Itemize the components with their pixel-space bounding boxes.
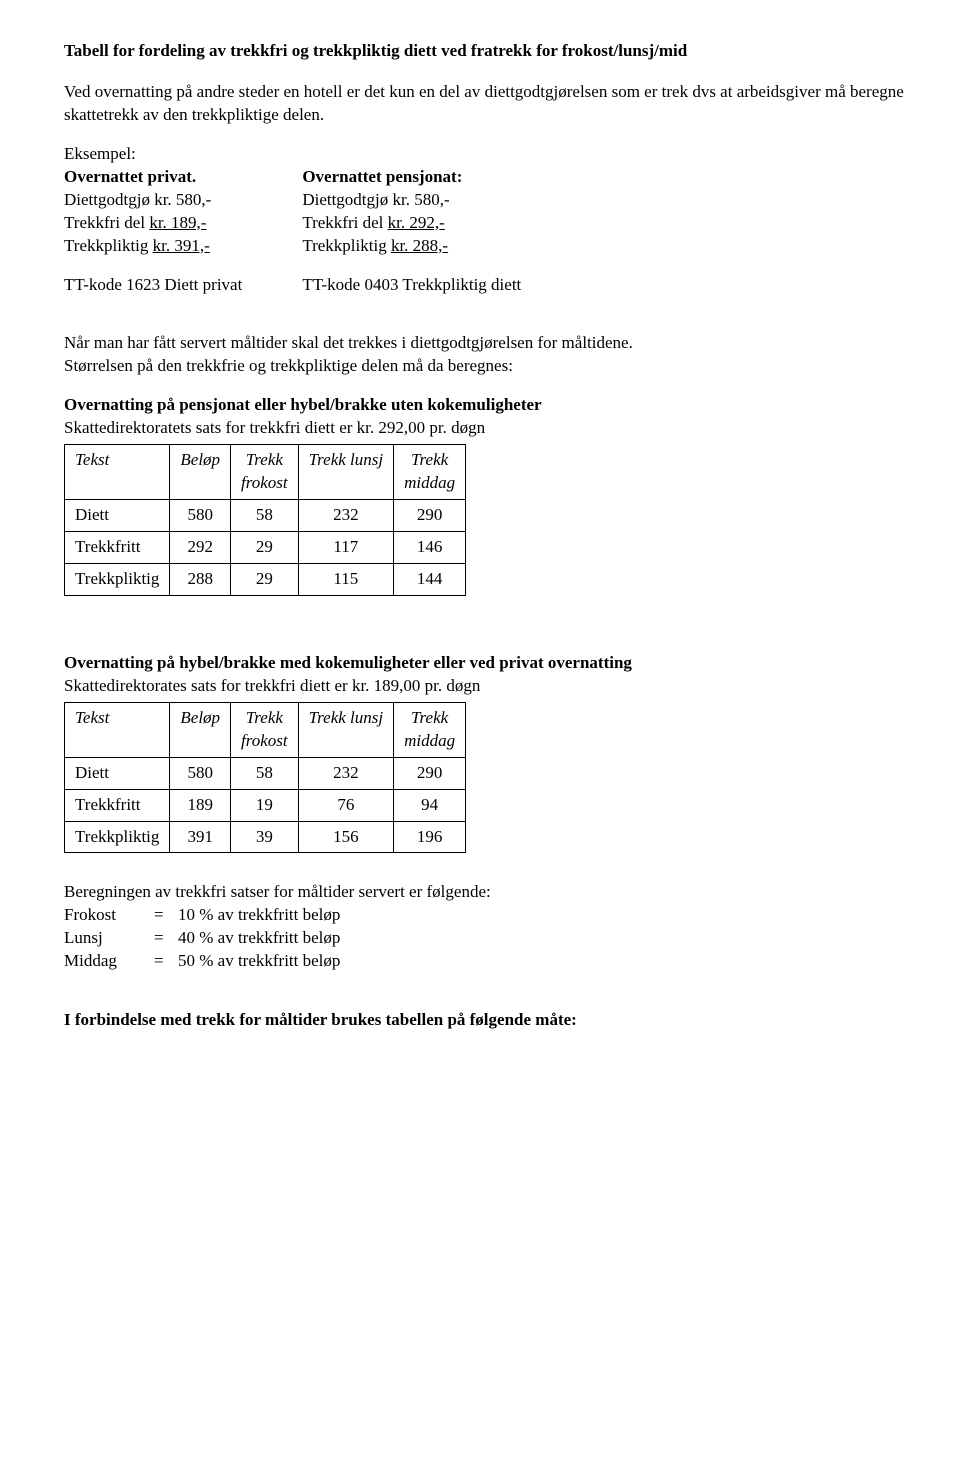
example-col-left: Overnattet privat. Diettgodtgjø kr. 580,… bbox=[64, 166, 242, 297]
calc-intro: Beregningen av trekkfri satser for målti… bbox=[64, 881, 924, 904]
table-hybel: Tekst Beløp Trekkfrokost Trekk lunsj Tre… bbox=[64, 702, 466, 854]
page-title: Tabell for fordeling av trekkfri og trek… bbox=[64, 40, 924, 63]
th-lunsj: Trekk lunsj bbox=[298, 445, 393, 500]
closing-line: I forbindelse med trekk for måltider bru… bbox=[64, 1009, 924, 1032]
section1-sub: Skattedirektoratets sats for trekkfri di… bbox=[64, 417, 924, 440]
right-line-2: Trekkfri del kr. 292,- bbox=[302, 212, 521, 235]
th-tekst: Tekst bbox=[65, 702, 170, 757]
table-row: Diett 580 58 232 290 bbox=[65, 757, 466, 789]
table-pensjonat: Tekst Beløp Trekkfrokost Trekk lunsj Tre… bbox=[64, 444, 466, 596]
example-col-right: Overnattet pensjonat: Diettgodtgjø kr. 5… bbox=[302, 166, 521, 297]
intro-paragraph: Ved overnatting på andre steder en hotel… bbox=[64, 81, 924, 127]
paragraph-2b: Størrelsen på den trekkfrie og trekkplik… bbox=[64, 355, 924, 378]
th-tekst: Tekst bbox=[65, 445, 170, 500]
calc-row-lunsj: Lunsj = 40 % av trekkfritt beløp bbox=[64, 927, 924, 950]
paragraph-2a: Når man har fått servert måltider skal d… bbox=[64, 332, 924, 355]
th-middag: Trekkmiddag bbox=[394, 445, 466, 500]
right-heading: Overnattet pensjonat: bbox=[302, 166, 521, 189]
section2-sub: Skattedirektorates sats for trekkfri die… bbox=[64, 675, 924, 698]
table-header-row: Tekst Beløp Trekkfrokost Trekk lunsj Tre… bbox=[65, 445, 466, 500]
left-heading: Overnattet privat. bbox=[64, 166, 242, 189]
th-lunsj: Trekk lunsj bbox=[298, 702, 393, 757]
table-row: Trekkpliktig 391 39 156 196 bbox=[65, 821, 466, 853]
right-line-1: Diettgodtgjø kr. 580,- bbox=[302, 189, 521, 212]
section2-heading: Overnatting på hybel/brakke med kokemuli… bbox=[64, 652, 924, 675]
left-ttkode: TT-kode 1623 Diett privat bbox=[64, 274, 242, 297]
table-row: Trekkfritt 189 19 76 94 bbox=[65, 789, 466, 821]
th-belop: Beløp bbox=[170, 445, 231, 500]
table-header-row: Tekst Beløp Trekkfrokost Trekk lunsj Tre… bbox=[65, 702, 466, 757]
th-frokost: Trekkfrokost bbox=[231, 445, 299, 500]
table-row: Trekkfritt 292 29 117 146 bbox=[65, 532, 466, 564]
example-columns: Overnattet privat. Diettgodtgjø kr. 580,… bbox=[64, 166, 924, 297]
th-middag: Trekkmiddag bbox=[394, 702, 466, 757]
table-row: Trekkpliktig 288 29 115 144 bbox=[65, 563, 466, 595]
left-line-3: Trekkpliktig kr. 391,- bbox=[64, 235, 242, 258]
section1-heading: Overnatting på pensjonat eller hybel/bra… bbox=[64, 394, 924, 417]
table-row: Diett 580 58 232 290 bbox=[65, 500, 466, 532]
th-frokost: Trekkfrokost bbox=[231, 702, 299, 757]
left-line-1: Diettgodtgjø kr. 580,- bbox=[64, 189, 242, 212]
eksempel-label: Eksempel: bbox=[64, 143, 924, 166]
calc-row-middag: Middag = 50 % av trekkfritt beløp bbox=[64, 950, 924, 973]
right-ttkode: TT-kode 0403 Trekkpliktig diett bbox=[302, 274, 521, 297]
th-belop: Beløp bbox=[170, 702, 231, 757]
right-line-3: Trekkpliktig kr. 288,- bbox=[302, 235, 521, 258]
left-line-2: Trekkfri del kr. 189,- bbox=[64, 212, 242, 235]
calc-row-frokost: Frokost = 10 % av trekkfritt beløp bbox=[64, 904, 924, 927]
